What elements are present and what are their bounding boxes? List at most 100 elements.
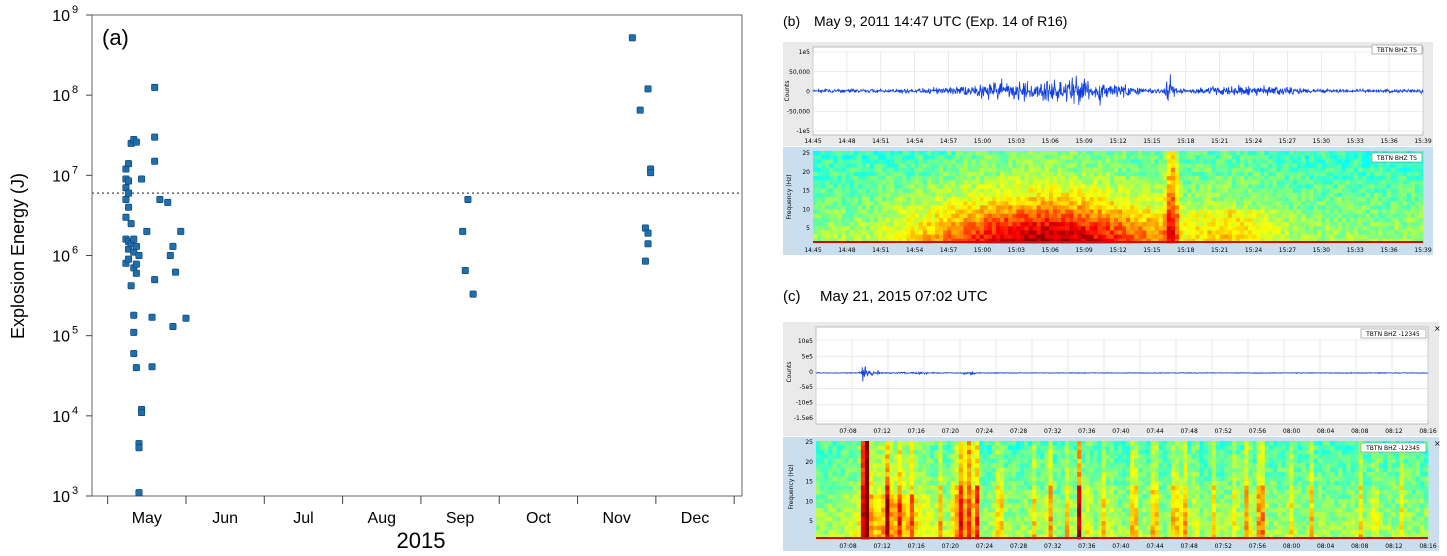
spectrogram-cell [918, 184, 924, 190]
spectrogram-cell [1309, 213, 1314, 219]
spectrogram-cell [894, 159, 899, 164]
spectrogram-cell [930, 441, 935, 446]
spectrogram-cell [1126, 159, 1131, 164]
spectrogram-cell [918, 234, 924, 240]
spectrogram-cell [1068, 516, 1074, 522]
spectrogram-cell [983, 454, 988, 460]
spectrogram-cell [1109, 217, 1115, 223]
spectrogram-cell [991, 441, 996, 446]
panel-c-seismogram-plot [815, 326, 1429, 425]
spectrogram-cell [890, 192, 895, 198]
spectrogram-cell [1057, 151, 1062, 156]
spectrogram-cell [1056, 472, 1062, 478]
spectrogram-cell [1215, 167, 1221, 173]
spectrogram-cell [1195, 151, 1200, 156]
spectrogram-cell [1179, 155, 1184, 160]
spectrogram-cell [1028, 226, 1033, 231]
spectrogram-cell [914, 171, 920, 177]
spectrogram-cell [1126, 180, 1131, 185]
spectrogram-cell [1109, 176, 1115, 181]
spectrogram-cell [1069, 201, 1074, 206]
spectrogram-cell [1109, 188, 1115, 194]
spectrogram-cell [1020, 463, 1025, 469]
spectrogram-cell [813, 201, 818, 206]
spectrogram-cell [1402, 234, 1408, 240]
spectrogram-cell [841, 213, 846, 219]
spectrogram-cell [1296, 217, 1302, 223]
spectrogram-cell [897, 472, 903, 478]
spectrogram-cell [1015, 534, 1021, 540]
spectrogram-cell [1142, 197, 1147, 202]
spectrogram-cell [962, 498, 968, 504]
spectrogram-cell [861, 167, 867, 173]
spectrogram-cell [1370, 222, 1375, 227]
spectrogram-cell [816, 503, 821, 509]
spectrogram-cell [852, 525, 858, 531]
spectrogram-cell [1227, 184, 1233, 190]
spectrogram-cell [946, 472, 952, 478]
spectrogram-cell [1305, 163, 1310, 169]
spectrogram-cell [820, 530, 825, 535]
spectrogram-cell [1370, 188, 1375, 194]
spectrogram-cell [1179, 163, 1184, 169]
spectrogram-cell [930, 454, 935, 460]
spectrogram-cell [1301, 151, 1306, 156]
spectrogram-cell [926, 209, 932, 215]
data-point [143, 227, 151, 235]
spectrogram-cell [946, 498, 952, 504]
spectrogram-cell [954, 445, 960, 451]
spectrogram-cell [1374, 217, 1379, 223]
spectrogram-cell [1073, 458, 1078, 464]
spectrogram-cell [894, 226, 899, 231]
spectrogram-cell [959, 176, 964, 181]
spectrogram-cell [1138, 188, 1143, 194]
spectrogram-cell [1060, 530, 1066, 535]
spectrogram-cell [1126, 222, 1131, 227]
spectrogram-cell [1065, 230, 1070, 236]
spectrogram-cell [816, 494, 821, 500]
spectrogram-cell [1052, 521, 1058, 527]
data-point [647, 169, 655, 177]
spectrogram-cell [918, 530, 923, 535]
spectrogram-cell [877, 463, 882, 469]
spectrogram-cell [1240, 180, 1245, 185]
spectrogram-cell [926, 213, 932, 219]
spectrogram-cell [1101, 184, 1107, 190]
spectrogram-cell [1280, 180, 1286, 185]
spectrogram-cell [938, 445, 943, 451]
spectrogram-cell [1015, 516, 1021, 522]
spectrogram-cell [918, 445, 923, 451]
spectrogram-cell [946, 525, 952, 531]
spectrogram-cell [1154, 176, 1160, 181]
spectrogram-cell [1235, 234, 1241, 240]
spectrogram-cell [983, 213, 989, 219]
spectrogram-cell [1260, 226, 1265, 231]
spectrogram-cell [1036, 494, 1041, 500]
spectrogram-cell [1085, 159, 1090, 164]
spectrogram-cell [922, 445, 927, 451]
spectrogram-cell [1162, 159, 1168, 164]
spectrogram-cell [1337, 205, 1343, 210]
spectrogram-cell [943, 222, 948, 227]
spectrogram-cell [1012, 176, 1017, 181]
spectrogram-cell [950, 530, 956, 535]
spectrogram-cell [906, 222, 911, 227]
panel-c-close-icon[interactable]: × [1434, 324, 1441, 333]
spectrogram-cell [1089, 222, 1094, 227]
spectrogram-cell [1394, 176, 1399, 181]
spectrogram-cell [979, 205, 985, 210]
spectrogram-cell [991, 180, 997, 185]
spectrogram-cell [1040, 151, 1046, 156]
spectrogram-cell [1032, 476, 1037, 482]
spectrogram-cell [849, 209, 855, 215]
spectrogram-cell [1325, 213, 1330, 219]
data-point [132, 260, 140, 268]
spectrogram-cell [1003, 507, 1009, 513]
spectrogram-cell [1073, 171, 1078, 177]
spectrogram-cell [860, 503, 866, 509]
spectrogram-cell [942, 516, 947, 522]
spectrogram-cell [1207, 192, 1212, 198]
spectrogram-cell [1113, 176, 1119, 181]
spectrogram-cell [938, 485, 943, 491]
spectrogram-cell [1203, 184, 1208, 190]
